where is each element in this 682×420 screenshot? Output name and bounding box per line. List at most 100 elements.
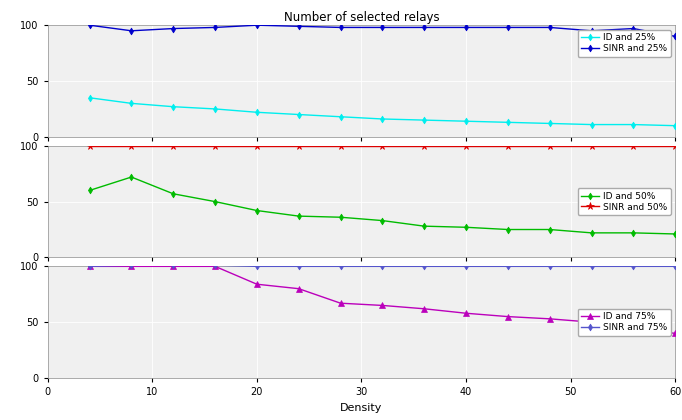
SINR and 75% [462, 264, 470, 269]
SINR and 25% [587, 28, 595, 33]
ID and 75% [420, 306, 428, 311]
SINR and 50% [211, 143, 219, 148]
SINR and 50% [420, 143, 428, 148]
SINR and 25% [420, 25, 428, 30]
Line: SINR and 25%: SINR and 25% [87, 23, 678, 39]
Line: ID and 75%: ID and 75% [87, 264, 678, 336]
ID and 50% [462, 225, 470, 230]
ID and 50% [671, 231, 679, 236]
ID and 75% [336, 301, 344, 306]
Line: SINR and 75%: SINR and 75% [87, 263, 678, 269]
ID and 75% [295, 286, 303, 291]
Title: Number of selected relays: Number of selected relays [284, 11, 439, 24]
Legend: ID and 50%, SINR and 50%: ID and 50%, SINR and 50% [578, 188, 670, 215]
ID and 75% [587, 320, 595, 325]
ID and 50% [546, 227, 554, 232]
ID and 50% [295, 214, 303, 219]
SINR and 25% [169, 26, 177, 31]
ID and 25% [462, 119, 470, 124]
SINR and 50% [85, 143, 93, 148]
ID and 75% [128, 264, 136, 269]
SINR and 25% [504, 25, 512, 30]
SINR and 75% [85, 264, 93, 269]
Line: SINR and 50%: SINR and 50% [86, 142, 679, 150]
ID and 75% [504, 314, 512, 319]
ID and 50% [85, 188, 93, 193]
ID and 25% [211, 106, 219, 111]
ID and 50% [211, 199, 219, 204]
SINR and 25% [671, 34, 679, 39]
SINR and 50% [462, 143, 470, 148]
SINR and 50% [295, 143, 303, 148]
SINR and 25% [211, 25, 219, 30]
ID and 25% [85, 95, 93, 100]
SINR and 25% [295, 24, 303, 29]
SINR and 75% [671, 264, 679, 269]
ID and 75% [253, 282, 261, 287]
ID and 25% [420, 118, 428, 123]
SINR and 75% [128, 263, 136, 268]
ID and 75% [169, 264, 177, 269]
SINR and 25% [336, 25, 344, 30]
SINR and 25% [462, 25, 470, 30]
ID and 75% [211, 264, 219, 269]
Line: ID and 50%: ID and 50% [87, 175, 678, 236]
ID and 75% [462, 311, 470, 316]
ID and 75% [379, 303, 387, 308]
Legend: ID and 75%, SINR and 75%: ID and 75%, SINR and 75% [578, 309, 670, 336]
ID and 25% [169, 104, 177, 109]
SINR and 50% [629, 143, 638, 148]
ID and 75% [629, 326, 638, 331]
SINR and 75% [295, 264, 303, 269]
SINR and 50% [336, 143, 344, 148]
Line: ID and 25%: ID and 25% [87, 95, 678, 128]
ID and 50% [629, 230, 638, 235]
SINR and 75% [629, 264, 638, 269]
SINR and 50% [587, 143, 595, 148]
SINR and 75% [253, 264, 261, 269]
ID and 50% [379, 218, 387, 223]
SINR and 50% [546, 143, 554, 148]
ID and 50% [128, 175, 136, 180]
SINR and 50% [504, 143, 512, 148]
SINR and 25% [253, 23, 261, 28]
SINR and 75% [587, 264, 595, 269]
SINR and 50% [128, 143, 136, 148]
SINR and 75% [211, 263, 219, 268]
SINR and 25% [379, 25, 387, 30]
ID and 25% [629, 122, 638, 127]
SINR and 75% [379, 264, 387, 269]
ID and 25% [379, 116, 387, 121]
ID and 25% [587, 122, 595, 127]
ID and 50% [587, 230, 595, 235]
SINR and 75% [169, 263, 177, 268]
SINR and 75% [546, 264, 554, 269]
SINR and 25% [629, 26, 638, 31]
SINR and 50% [253, 143, 261, 148]
X-axis label: Density: Density [340, 403, 383, 412]
SINR and 75% [336, 264, 344, 269]
ID and 75% [85, 264, 93, 269]
SINR and 25% [85, 23, 93, 28]
SINR and 75% [504, 264, 512, 269]
ID and 25% [295, 112, 303, 117]
ID and 50% [336, 215, 344, 220]
ID and 25% [546, 121, 554, 126]
ID and 50% [169, 191, 177, 196]
SINR and 50% [671, 143, 679, 148]
ID and 25% [128, 101, 136, 106]
ID and 50% [420, 223, 428, 228]
ID and 25% [671, 123, 679, 128]
ID and 50% [253, 208, 261, 213]
SINR and 25% [546, 25, 554, 30]
ID and 75% [546, 316, 554, 321]
SINR and 25% [128, 28, 136, 33]
SINR and 50% [169, 143, 177, 148]
ID and 25% [253, 110, 261, 115]
Legend: ID and 25%, SINR and 25%: ID and 25%, SINR and 25% [578, 30, 670, 57]
ID and 75% [671, 331, 679, 336]
SINR and 75% [420, 264, 428, 269]
ID and 50% [504, 227, 512, 232]
SINR and 50% [379, 143, 387, 148]
ID and 25% [504, 120, 512, 125]
